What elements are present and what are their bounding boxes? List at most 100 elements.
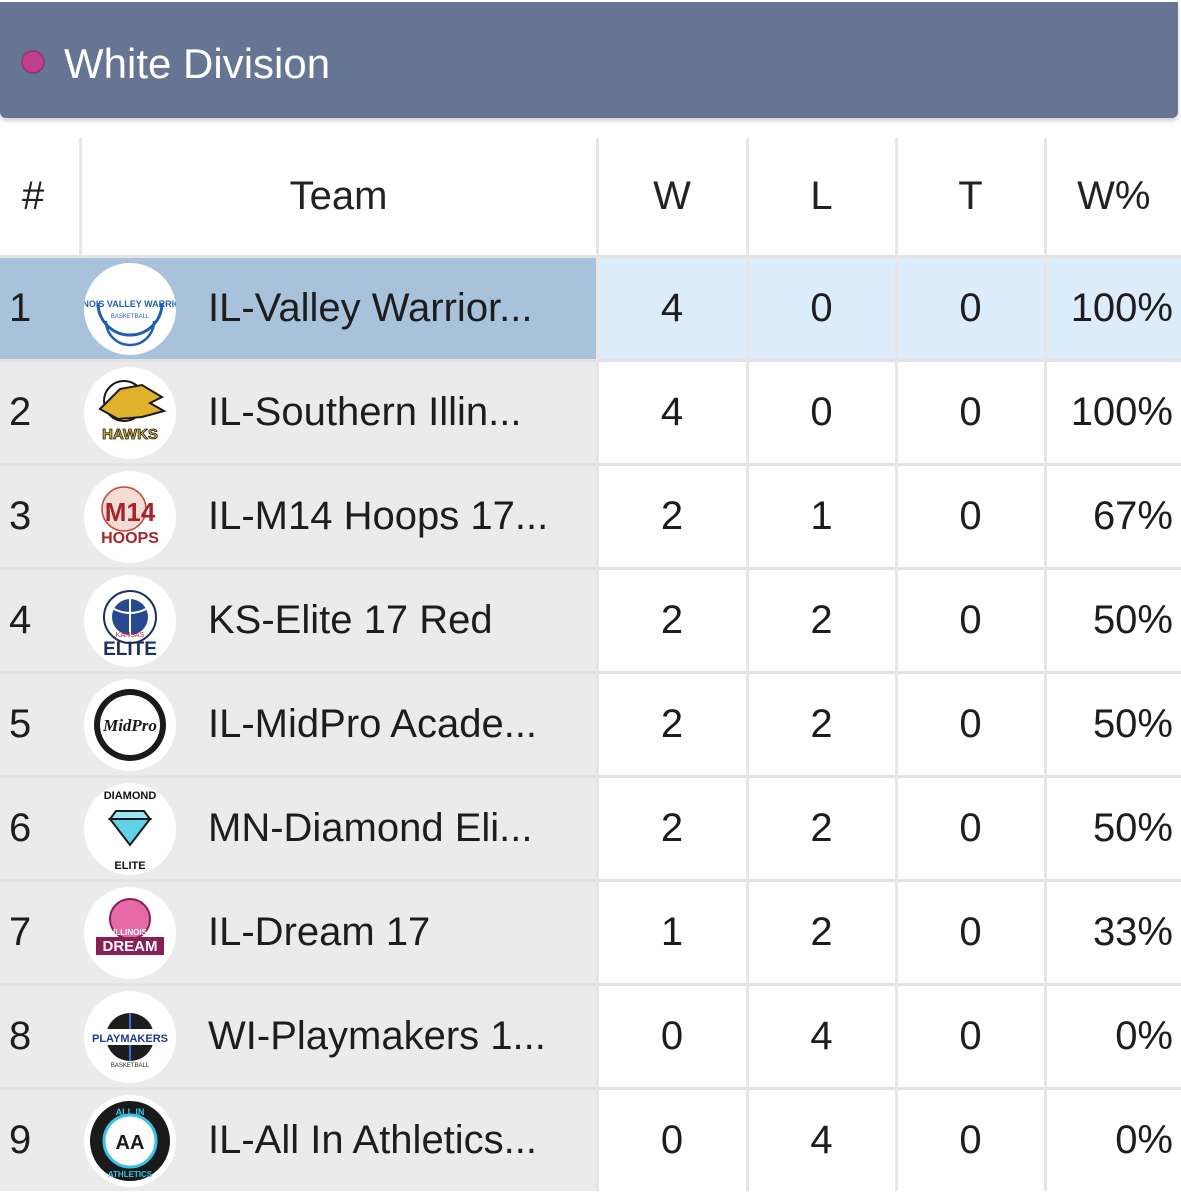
midpro-academy-logo: MidPro ACADEMY — [84, 678, 176, 771]
team-name[interactable]: MN-Diamond Eli... — [208, 806, 533, 850]
losses-cell: 4 — [747, 1087, 898, 1191]
losses-cell: 2 — [747, 671, 898, 777]
rank-column-header[interactable]: # — [0, 138, 82, 257]
win-pct-cell: 0% — [1045, 1087, 1181, 1191]
ties-cell: 0 — [896, 775, 1047, 881]
svg-text:ILLINOIS: ILLINOIS — [113, 928, 147, 937]
svg-text:ILLINOIS VALLEY WARRIORS: ILLINOIS VALLEY WARRIORS — [84, 299, 176, 309]
team-name[interactable]: IL-Dream 17 — [208, 910, 431, 954]
division-color-dot — [21, 50, 45, 74]
ties-cell: 0 — [896, 463, 1047, 569]
rank-cell: 5 — [0, 671, 80, 777]
ties-cell: 0 — [896, 567, 1047, 673]
table-row[interactable]: 7 ILLINOIS DREAM IL-Dream 17 1 — [0, 879, 1181, 985]
rank-cell: 1 — [0, 255, 80, 361]
wins-cell: 0 — [597, 983, 749, 1089]
rank-cell: 4 — [0, 567, 80, 673]
wins-cell: 2 — [597, 567, 749, 673]
losses-column-header[interactable]: L — [747, 138, 898, 257]
wins-cell: 4 — [597, 359, 749, 465]
ties-cell: 0 — [896, 359, 1047, 465]
win-pct-cell: 50% — [1045, 567, 1181, 673]
team-cell[interactable]: HAWKS IL-Southern Illin... — [80, 359, 599, 465]
svg-text:ALL IN: ALL IN — [116, 1107, 145, 1117]
svg-text:MidPro: MidPro — [102, 716, 157, 735]
wins-cell: 0 — [597, 1087, 749, 1191]
win-pct-cell: 0% — [1045, 983, 1181, 1089]
team-cell[interactable]: M14 HOOPS IL-M14 Hoops 17... — [80, 463, 599, 569]
team-cell[interactable]: MidPro ACADEMY IL-MidPro Acade... — [80, 671, 599, 777]
team-cell[interactable]: ILLINOIS DREAM IL-Dream 17 — [80, 879, 599, 985]
wins-cell: 1 — [597, 879, 749, 985]
svg-text:HOOPS: HOOPS — [101, 530, 159, 547]
svg-text:ELITE: ELITE — [103, 639, 157, 660]
svg-text:PLAYMAKERS: PLAYMAKERS — [92, 1033, 168, 1045]
team-cell[interactable]: DIAMOND ELITE MN-Diamond Eli... — [80, 775, 599, 881]
rank-cell: 2 — [0, 359, 80, 465]
team-name[interactable]: WI-Playmakers 1... — [208, 1014, 546, 1058]
team-name[interactable]: IL-MidPro Acade... — [208, 702, 538, 746]
svg-text:ATHLETICS: ATHLETICS — [108, 1170, 153, 1179]
standings-table: # Team W L T W% 1 ILLINOIS VALLEY WARRIO… — [0, 138, 1181, 1191]
wins-cell: 2 — [597, 671, 749, 777]
table-row[interactable]: 9 ALL IN AA ATHLETICS IL-All In Athleti — [0, 1087, 1181, 1191]
team-cell[interactable]: KANSAS ELITE KS-Elite 17 Red — [80, 567, 599, 673]
wins-cell: 4 — [597, 255, 749, 361]
win-pct-cell: 33% — [1045, 879, 1181, 985]
table-header-row: # Team W L T W% — [0, 138, 1181, 257]
losses-cell: 0 — [747, 359, 898, 465]
ties-cell: 0 — [896, 255, 1047, 361]
team-name[interactable]: IL-M14 Hoops 17... — [208, 494, 549, 538]
table-row[interactable]: 6 DIAMOND ELITE MN-Diamond Eli... — [0, 775, 1181, 881]
table-row[interactable]: 8 PLAYMAKERS BASKETBALL WI-Playmakers — [0, 983, 1181, 1089]
division-header[interactable]: White Division — [0, 2, 1178, 118]
losses-cell: 2 — [747, 775, 898, 881]
table-row[interactable]: 3 M14 HOOPS IL-M14 Hoops 17... 2 1 — [0, 463, 1181, 569]
svg-text:M14: M14 — [105, 497, 156, 527]
svg-text:HAWKS: HAWKS — [102, 426, 158, 443]
win-pct-cell: 50% — [1045, 671, 1181, 777]
win-pct-cell: 50% — [1045, 775, 1181, 881]
wins-cell: 2 — [597, 463, 749, 569]
team-name[interactable]: IL-Valley Warrior... — [208, 286, 533, 330]
svg-text:KANSAS: KANSAS — [116, 632, 145, 639]
diamond-elite-logo: DIAMOND ELITE — [84, 782, 176, 875]
table-row[interactable]: 4 KANSAS ELITE KS-Elite 17 Red — [0, 567, 1181, 673]
svg-text:BASKETBALL: BASKETBALL — [111, 1063, 150, 1069]
illinois-dream-logo: ILLINOIS DREAM — [84, 886, 176, 979]
svg-text:DREAM: DREAM — [103, 938, 158, 955]
team-cell[interactable]: ILLINOIS VALLEY WARRIORS BASKETBALL IL-V… — [80, 255, 599, 361]
win-pct-cell: 100% — [1045, 255, 1181, 361]
division-title: White Division — [64, 40, 331, 87]
table-row[interactable]: 5 MidPro ACADEMY IL-MidPro Acade... — [0, 671, 1181, 777]
table-row[interactable]: 1 ILLINOIS VALLEY WARRIORS BASKETBALL IL… — [0, 255, 1181, 361]
svg-text:AA: AA — [116, 1132, 145, 1154]
svg-text:DIAMOND: DIAMOND — [104, 790, 157, 802]
table-row[interactable]: 2 HAWKS IL-Southern Illin... 4 0 — [0, 359, 1181, 465]
ties-column-header[interactable]: T — [896, 138, 1047, 257]
ties-cell: 0 — [896, 1087, 1047, 1191]
rank-cell: 6 — [0, 775, 80, 881]
svg-text:ACADEMY: ACADEMY — [115, 747, 145, 753]
team-cell[interactable]: PLAYMAKERS BASKETBALL WI-Playmakers 1... — [80, 983, 599, 1089]
team-name[interactable]: IL-Southern Illin... — [208, 390, 522, 434]
win-pct-column-header[interactable]: W% — [1045, 138, 1181, 257]
losses-cell: 2 — [747, 567, 898, 673]
all-in-athletics-logo: ALL IN AA ATHLETICS — [84, 1094, 176, 1187]
team-name[interactable]: IL-All In Athletics... — [208, 1118, 538, 1162]
svg-text:ELITE: ELITE — [114, 860, 145, 872]
kansas-elite-logo: KANSAS ELITE — [84, 574, 176, 667]
rank-cell: 9 — [0, 1087, 80, 1191]
ties-cell: 0 — [896, 671, 1047, 777]
team-column-header[interactable]: Team — [80, 138, 599, 257]
team-cell[interactable]: ALL IN AA ATHLETICS IL-All In Athletics.… — [80, 1087, 599, 1191]
team-name[interactable]: KS-Elite 17 Red — [208, 598, 493, 642]
rank-cell: 7 — [0, 879, 80, 985]
valley-warriors-logo: ILLINOIS VALLEY WARRIORS BASKETBALL — [84, 262, 176, 355]
ties-cell: 0 — [896, 983, 1047, 1089]
m14-hoops-logo: M14 HOOPS — [84, 470, 176, 563]
win-pct-cell: 67% — [1045, 463, 1181, 569]
wins-cell: 2 — [597, 775, 749, 881]
rank-cell: 8 — [0, 983, 80, 1089]
wins-column-header[interactable]: W — [597, 138, 749, 257]
